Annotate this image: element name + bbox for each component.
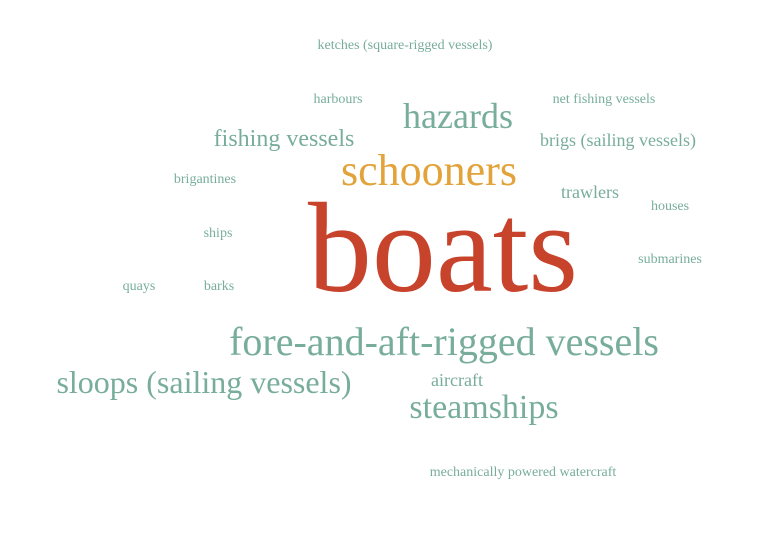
word-fore-and-aft-rigged-vessels: fore-and-aft-rigged vessels [229, 319, 659, 364]
word-hazards: hazards [403, 96, 513, 136]
word-boats: boats [307, 177, 579, 319]
word-ships: ships [203, 226, 233, 241]
word-houses: houses [650, 199, 690, 214]
word-net-fishing-vessels: net fishing vessels [552, 92, 656, 107]
word-mechanically-powered-watercraft: mechanically powered watercraft [429, 465, 617, 480]
word-schooners: schooners [341, 146, 517, 195]
word-quays: quays [122, 279, 156, 294]
word-trawlers: trawlers [561, 182, 619, 202]
word-ketches: ketches (square-rigged vessels) [317, 38, 493, 53]
word-submarines: submarines [638, 252, 702, 267]
word-brigantines: brigantines [173, 172, 237, 187]
word-fishing-vessels: fishing vessels [213, 126, 355, 152]
word-brigs: brigs (sailing vessels) [540, 130, 696, 150]
word-aircraft: aircraft [431, 370, 483, 390]
word-barks: barks [203, 279, 235, 294]
word-steamships: steamships [409, 389, 559, 426]
word-harbours: harbours [313, 92, 363, 107]
word-sloops: sloops (sailing vessels) [56, 364, 352, 400]
